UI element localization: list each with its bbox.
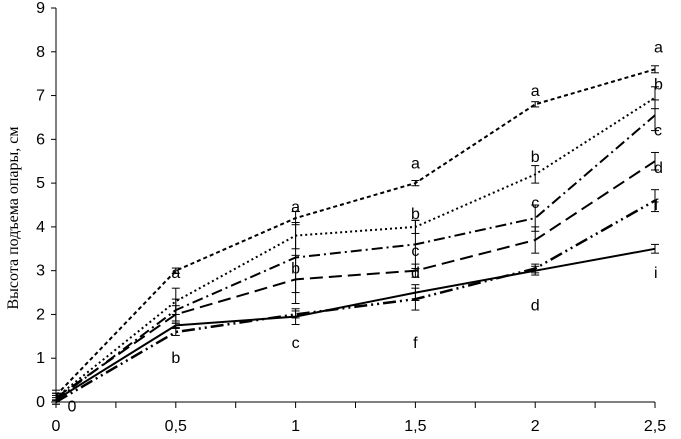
significance-label: d — [531, 298, 540, 315]
error-bar — [651, 243, 659, 254]
significance-label: d — [654, 160, 663, 177]
y-tick-label: 1 — [36, 350, 45, 367]
significance-label: a — [291, 199, 300, 216]
error-bar — [291, 308, 300, 326]
significance-label: b — [654, 77, 663, 94]
y-tick-label: 9 — [36, 0, 45, 17]
series-line-5 — [55, 199, 656, 404]
significance-label: a — [654, 39, 663, 56]
error-bar — [651, 99, 659, 132]
y-tick-label: 4 — [36, 219, 45, 236]
significance-label: c — [292, 335, 300, 352]
error-bar — [52, 397, 60, 403]
significance-label: a — [411, 155, 420, 172]
significance-label: b — [291, 260, 300, 277]
x-tick-label: 2 — [531, 418, 540, 435]
significance-label: c — [654, 123, 662, 140]
y-axis-label: Высота подъема опары, см — [5, 127, 22, 310]
tick-labels: 0 1 2 3 4 5 6 7 8 9 0 0,5 1 1,5 2 2,5 — [36, 0, 666, 435]
error-bar — [411, 179, 420, 187]
significance-label: b — [531, 149, 540, 166]
series-line-4 — [55, 160, 656, 399]
significance-label: c — [531, 195, 539, 212]
error-bar — [531, 101, 540, 108]
error-bars — [52, 65, 659, 405]
significance-label: f — [413, 335, 418, 352]
series-line-3 — [55, 114, 656, 401]
significance-label: a — [171, 265, 180, 282]
significance-label: c — [411, 243, 419, 260]
series-line-1 — [55, 68, 656, 397]
error-bar — [171, 267, 180, 274]
x-tick-label: 0 — [52, 418, 61, 435]
error-bar — [531, 265, 540, 276]
y-tick-label: 5 — [36, 175, 45, 192]
x-tick-label: 0,5 — [165, 418, 187, 435]
axes — [51, 7, 656, 408]
y-tick-label: 3 — [36, 263, 45, 280]
error-bar — [411, 263, 420, 278]
error-bar — [531, 165, 540, 184]
significance-label: b — [171, 350, 180, 367]
series-lines — [55, 68, 656, 404]
significance-label: b — [411, 206, 420, 223]
y-tick-label: 0 — [36, 394, 45, 411]
x-tick-label: 1,5 — [404, 418, 426, 435]
significance-label: a — [531, 83, 540, 100]
y-tick-label: 2 — [36, 306, 45, 323]
y-tick-label: 6 — [36, 131, 45, 148]
series-line-2 — [55, 96, 656, 399]
error-bar — [411, 284, 420, 301]
error-bar — [531, 226, 540, 254]
series-line-6 — [55, 247, 656, 401]
error-bar — [171, 322, 180, 329]
annotations: a a a a a b b b c c c b d d b c f d f i 0 — [68, 39, 663, 415]
significance-label: 0 — [68, 398, 77, 415]
error-bar — [291, 254, 300, 304]
x-tick-label: 1 — [291, 418, 300, 435]
error-bar — [171, 327, 180, 336]
significance-label: f — [654, 197, 659, 214]
significance-label: d — [411, 265, 420, 282]
x-tick-label: 2,5 — [644, 418, 666, 435]
y-tick-label: 7 — [36, 88, 45, 105]
y-tick-label: 8 — [36, 44, 45, 61]
error-bar — [651, 65, 659, 74]
error-bar — [651, 151, 659, 171]
error-bar — [651, 189, 659, 213]
significance-label: i — [654, 265, 658, 282]
